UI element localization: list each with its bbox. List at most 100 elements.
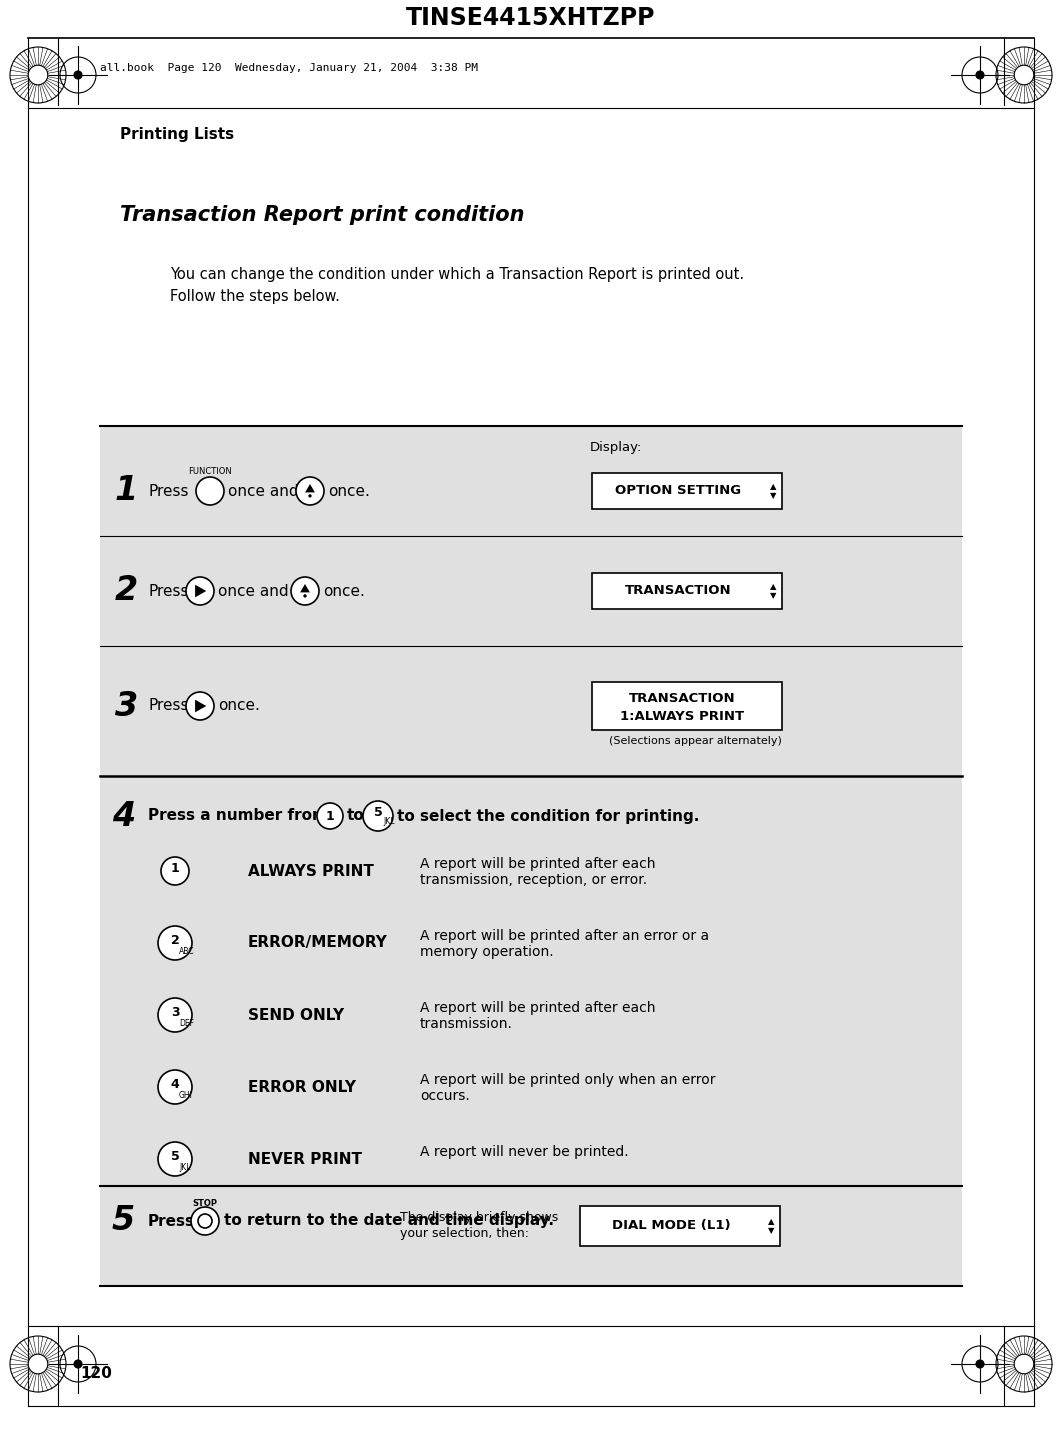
Circle shape bbox=[186, 693, 215, 720]
Circle shape bbox=[1014, 1354, 1033, 1374]
Circle shape bbox=[363, 802, 393, 830]
Text: transmission.: transmission. bbox=[419, 1017, 513, 1031]
Text: ▼: ▼ bbox=[770, 591, 776, 601]
Circle shape bbox=[29, 1354, 48, 1374]
Text: 3: 3 bbox=[171, 1005, 179, 1018]
FancyBboxPatch shape bbox=[592, 683, 782, 730]
Text: STOP: STOP bbox=[192, 1199, 218, 1207]
Text: DIAL MODE (L1): DIAL MODE (L1) bbox=[612, 1219, 731, 1232]
Text: 5: 5 bbox=[374, 806, 382, 819]
Circle shape bbox=[316, 803, 343, 829]
Text: 4: 4 bbox=[112, 800, 135, 833]
Text: Press: Press bbox=[148, 1213, 195, 1229]
Text: once and: once and bbox=[228, 483, 298, 499]
Text: ▼: ▼ bbox=[770, 492, 776, 500]
Text: once.: once. bbox=[323, 584, 365, 598]
Text: 2: 2 bbox=[115, 575, 138, 608]
Circle shape bbox=[158, 1070, 192, 1104]
Text: ERROR ONLY: ERROR ONLY bbox=[249, 1080, 356, 1094]
Text: memory operation.: memory operation. bbox=[419, 945, 553, 959]
Text: 1: 1 bbox=[115, 475, 138, 508]
Text: transmission, reception, or error.: transmission, reception, or error. bbox=[419, 873, 647, 888]
Text: ABC: ABC bbox=[179, 946, 194, 955]
Text: to: to bbox=[347, 809, 364, 823]
Polygon shape bbox=[305, 485, 315, 492]
Text: Press a number from: Press a number from bbox=[148, 809, 328, 823]
Circle shape bbox=[296, 478, 324, 505]
Circle shape bbox=[291, 576, 319, 605]
Circle shape bbox=[196, 478, 224, 505]
Circle shape bbox=[158, 1141, 192, 1176]
Text: 1: 1 bbox=[171, 862, 179, 875]
Text: ERROR/MEMORY: ERROR/MEMORY bbox=[249, 935, 388, 951]
Text: 2: 2 bbox=[171, 934, 179, 946]
Circle shape bbox=[191, 1207, 219, 1235]
Text: A report will be printed after each: A report will be printed after each bbox=[419, 1001, 655, 1015]
Text: SEND ONLY: SEND ONLY bbox=[249, 1008, 344, 1022]
Text: 5: 5 bbox=[112, 1205, 135, 1238]
Circle shape bbox=[308, 495, 311, 498]
Text: ALWAYS PRINT: ALWAYS PRINT bbox=[249, 863, 374, 879]
Text: Press: Press bbox=[148, 584, 188, 598]
Circle shape bbox=[186, 576, 215, 605]
Text: 3: 3 bbox=[115, 690, 138, 723]
FancyBboxPatch shape bbox=[580, 1206, 780, 1246]
Text: (Selections appear alternately): (Selections appear alternately) bbox=[610, 736, 782, 746]
Text: ▲: ▲ bbox=[768, 1217, 774, 1226]
Text: TINSE4415XHTZPP: TINSE4415XHTZPP bbox=[407, 6, 655, 30]
Circle shape bbox=[158, 998, 192, 1032]
Text: GHI: GHI bbox=[179, 1090, 193, 1100]
Circle shape bbox=[29, 65, 48, 85]
Text: NEVER PRINT: NEVER PRINT bbox=[249, 1152, 362, 1166]
Text: Follow the steps below.: Follow the steps below. bbox=[170, 290, 340, 304]
Text: ▼: ▼ bbox=[768, 1226, 774, 1236]
Text: OPTION SETTING: OPTION SETTING bbox=[615, 485, 741, 498]
Text: TRANSACTION: TRANSACTION bbox=[624, 585, 732, 598]
Text: 1: 1 bbox=[326, 810, 335, 823]
Text: Press: Press bbox=[148, 483, 188, 499]
Text: once and: once and bbox=[218, 584, 289, 598]
Text: 4: 4 bbox=[171, 1077, 179, 1090]
Text: once.: once. bbox=[328, 483, 370, 499]
Circle shape bbox=[976, 1359, 984, 1368]
Text: once.: once. bbox=[218, 698, 260, 714]
Text: FUNCTION: FUNCTION bbox=[188, 466, 232, 476]
Text: 1:ALWAYS PRINT: 1:ALWAYS PRINT bbox=[620, 710, 744, 724]
Text: Press: Press bbox=[148, 698, 188, 714]
Text: to select the condition for printing.: to select the condition for printing. bbox=[397, 809, 700, 823]
Circle shape bbox=[976, 72, 984, 79]
Text: ▲: ▲ bbox=[770, 482, 776, 492]
Text: all.book  Page 120  Wednesday, January 21, 2004  3:38 PM: all.book Page 120 Wednesday, January 21,… bbox=[100, 63, 478, 73]
Text: You can change the condition under which a Transaction Report is printed out.: You can change the condition under which… bbox=[170, 268, 744, 282]
Text: JKL: JKL bbox=[383, 817, 394, 826]
Text: 5: 5 bbox=[171, 1150, 179, 1163]
Text: Transaction Report print condition: Transaction Report print condition bbox=[120, 205, 525, 225]
Polygon shape bbox=[195, 700, 206, 713]
Text: Printing Lists: Printing Lists bbox=[120, 128, 234, 142]
Text: your selection, then:: your selection, then: bbox=[400, 1228, 529, 1240]
Text: ▲: ▲ bbox=[770, 582, 776, 591]
Text: TRANSACTION: TRANSACTION bbox=[629, 693, 735, 706]
Text: 120: 120 bbox=[80, 1367, 112, 1381]
Circle shape bbox=[74, 1359, 82, 1368]
Circle shape bbox=[304, 594, 307, 598]
Text: to return to the date and time display.: to return to the date and time display. bbox=[224, 1213, 554, 1229]
Polygon shape bbox=[301, 584, 310, 592]
Text: Display:: Display: bbox=[590, 442, 643, 455]
Polygon shape bbox=[195, 585, 206, 598]
Circle shape bbox=[161, 858, 189, 885]
Text: occurs.: occurs. bbox=[419, 1088, 469, 1103]
Text: DEF: DEF bbox=[179, 1018, 194, 1028]
Circle shape bbox=[158, 926, 192, 959]
Text: A report will never be printed.: A report will never be printed. bbox=[419, 1144, 629, 1159]
Text: A report will be printed only when an error: A report will be printed only when an er… bbox=[419, 1073, 716, 1087]
FancyBboxPatch shape bbox=[592, 574, 782, 609]
Circle shape bbox=[74, 72, 82, 79]
Text: The display briefly shows: The display briefly shows bbox=[400, 1210, 559, 1223]
Text: JKL: JKL bbox=[179, 1163, 190, 1172]
Text: A report will be printed after an error or a: A report will be printed after an error … bbox=[419, 929, 709, 944]
Text: A report will be printed after each: A report will be printed after each bbox=[419, 858, 655, 870]
FancyBboxPatch shape bbox=[592, 473, 782, 509]
FancyBboxPatch shape bbox=[100, 426, 962, 1286]
Circle shape bbox=[1014, 65, 1033, 85]
